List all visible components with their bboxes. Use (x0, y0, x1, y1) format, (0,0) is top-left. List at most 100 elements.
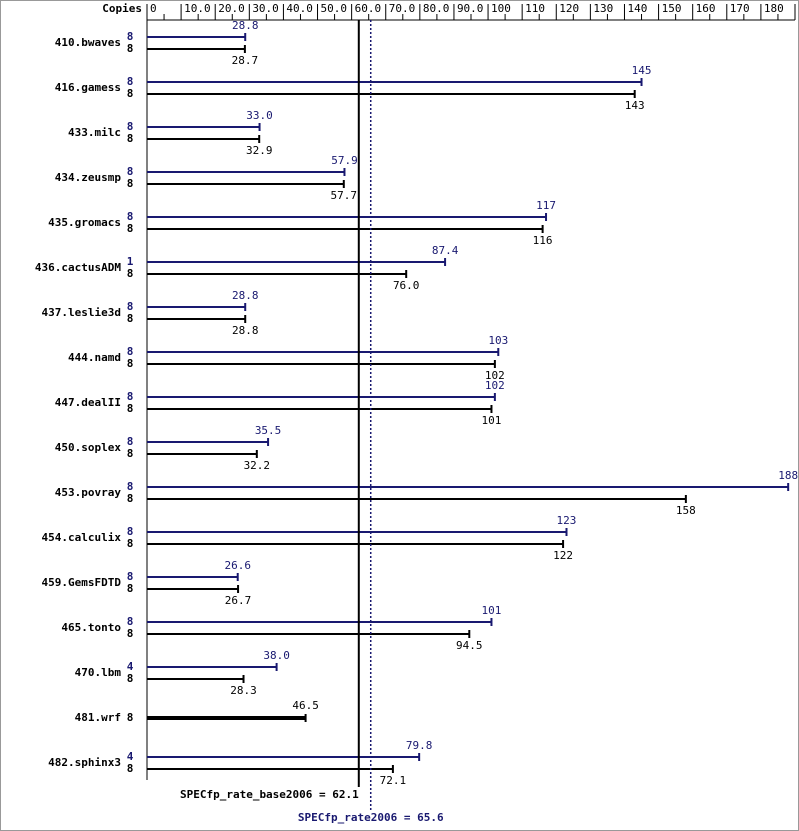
benchmark-label: 416.gamess (55, 81, 121, 94)
value-label: 28.8 (232, 19, 259, 32)
copies-label: 8 (127, 132, 134, 145)
value-label: 103 (488, 334, 508, 347)
reference-label: SPECfp_rate2006 = 65.6 (298, 811, 444, 824)
copies-label: 8 (127, 480, 134, 493)
copies-label: 1 (127, 255, 134, 268)
benchmark-label: 459.GemsFDTD (42, 576, 122, 589)
benchmark-label: 447.dealII (55, 396, 121, 409)
x-tick-label: 170 (730, 2, 750, 15)
reference-label: SPECfp_rate_base2006 = 62.1 (180, 788, 359, 801)
copies-label: 8 (127, 582, 134, 595)
value-label: 116 (533, 234, 553, 247)
benchmark-label: 470.lbm (75, 666, 122, 679)
value-label: 87.4 (432, 244, 459, 257)
value-label: 145 (632, 64, 652, 77)
value-label: 94.5 (456, 639, 483, 652)
value-label: 72.1 (380, 774, 407, 787)
copies-label: 4 (127, 750, 134, 763)
value-label: 38.0 (263, 649, 290, 662)
value-label: 26.6 (224, 559, 251, 572)
copies-label: 8 (127, 300, 134, 313)
benchmark-label: 436.cactusADM (35, 261, 121, 274)
x-tick-label: 130 (593, 2, 613, 15)
value-label: 76.0 (393, 279, 420, 292)
x-tick-label: 30.0 (252, 2, 279, 15)
value-label: 28.7 (232, 54, 259, 67)
x-tick-label: 150 (662, 2, 682, 15)
x-tick-label: 120 (559, 2, 579, 15)
copies-label: 8 (127, 627, 134, 640)
value-label: 46.5 (292, 699, 319, 712)
value-label: 26.7 (225, 594, 252, 607)
value-label: 32.2 (244, 459, 271, 472)
copies-label: 8 (127, 672, 134, 685)
x-tick-label: 110 (525, 2, 545, 15)
copies-label: 8 (127, 357, 134, 370)
benchmark-label: 433.milc (68, 126, 121, 139)
value-label: 32.9 (246, 144, 273, 157)
copies-label: 8 (127, 177, 134, 190)
value-label: 28.8 (232, 324, 259, 337)
value-label: 79.8 (406, 739, 433, 752)
value-label: 35.5 (255, 424, 282, 437)
value-label: 117 (536, 199, 556, 212)
value-label: 143 (625, 99, 645, 112)
benchmark-label: 444.namd (68, 351, 121, 364)
value-label: 102 (485, 379, 505, 392)
benchmark-label: 454.calculix (42, 531, 122, 544)
copies-label: 4 (127, 660, 134, 673)
copies-label: 8 (127, 75, 134, 88)
copies-label: 8 (127, 570, 134, 583)
copies-label: 8 (127, 120, 134, 133)
benchmark-label: 437.leslie3d (42, 306, 121, 319)
benchmark-label: 465.tonto (61, 621, 121, 634)
value-label: 122 (553, 549, 573, 562)
copies-label: 8 (127, 762, 134, 775)
value-label: 188 (778, 469, 798, 482)
copies-label: 8 (127, 222, 134, 235)
benchmark-label: 410.bwaves (55, 36, 121, 49)
copies-label: 8 (127, 87, 134, 100)
copies-label: 8 (127, 615, 134, 628)
copies-label: 8 (127, 42, 134, 55)
copies-label: 8 (127, 447, 134, 460)
x-tick-label: 0 (150, 2, 157, 15)
x-tick-label: 180 (764, 2, 784, 15)
x-tick-label: 160 (696, 2, 716, 15)
benchmark-label: 481.wrf (75, 711, 121, 724)
value-label: 57.7 (331, 189, 358, 202)
benchmark-label: 434.zeusmp (55, 171, 122, 184)
copies-label: 8 (127, 30, 134, 43)
value-label: 57.9 (331, 154, 358, 167)
x-tick-label: 80.0 (423, 2, 450, 15)
value-label: 102 (485, 369, 505, 382)
copies-label: 8 (127, 312, 134, 325)
value-label: 28.3 (230, 684, 257, 697)
copies-label: 8 (127, 492, 134, 505)
benchmark-label: 450.soplex (55, 441, 122, 454)
x-tick-label: 60.0 (355, 2, 382, 15)
axis-header: Copies (102, 2, 142, 15)
value-label: 101 (482, 604, 502, 617)
x-tick-label: 40.0 (286, 2, 313, 15)
x-tick-label: 100 (491, 2, 511, 15)
x-tick-label: 50.0 (321, 2, 348, 15)
copies-label: 8 (127, 402, 134, 415)
benchmark-label: 453.povray (55, 486, 122, 499)
x-tick-label: 140 (627, 2, 647, 15)
copies-label: 8 (127, 435, 134, 448)
value-label: 123 (557, 514, 577, 527)
value-label: 158 (676, 504, 696, 517)
x-tick-label: 90.0 (457, 2, 484, 15)
x-tick-label: 20.0 (218, 2, 245, 15)
benchmark-label: 482.sphinx3 (48, 756, 121, 769)
copies-label: 8 (127, 711, 134, 724)
copies-label: 8 (127, 345, 134, 358)
benchmark-label: 435.gromacs (48, 216, 121, 229)
x-tick-label: 70.0 (389, 2, 416, 15)
value-label: 28.8 (232, 289, 259, 302)
copies-label: 8 (127, 267, 134, 280)
